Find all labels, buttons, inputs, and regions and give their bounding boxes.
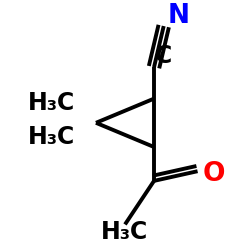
Text: C: C [155,44,172,68]
Text: O: O [202,160,225,186]
Text: N: N [167,3,189,29]
Text: H₃C: H₃C [28,92,76,116]
Text: H₃C: H₃C [28,125,76,149]
Text: H₃C: H₃C [101,220,148,244]
